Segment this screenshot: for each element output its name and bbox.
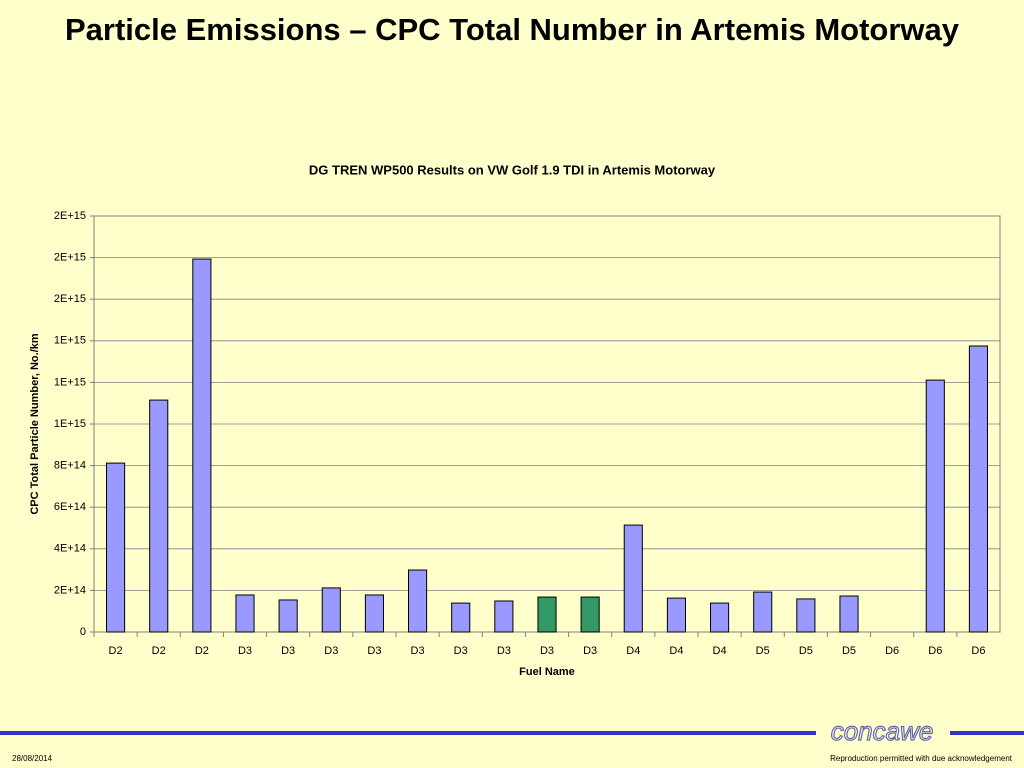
y-tick-label: 0 <box>80 626 86 638</box>
y-tick-label: 6E+14 <box>54 501 86 513</box>
x-tick-label: D5 <box>799 645 813 657</box>
bar <box>235 594 255 633</box>
y-tick-label: 1E+15 <box>54 335 86 347</box>
bar <box>537 596 557 633</box>
bar <box>106 462 126 633</box>
y-tick-label: 1E+15 <box>54 376 86 388</box>
bar <box>364 594 384 633</box>
bar <box>796 598 816 633</box>
bar <box>580 596 600 633</box>
bar <box>968 345 988 633</box>
y-tick-label: 1E+15 <box>54 418 86 430</box>
bar <box>278 599 298 633</box>
x-tick-label: D3 <box>367 645 381 657</box>
bar <box>192 258 212 633</box>
x-tick-label: D4 <box>626 645 640 657</box>
slide-title: Particle Emissions – CPC Total Number in… <box>64 12 960 47</box>
bar <box>666 597 686 633</box>
x-tick-label: D5 <box>842 645 856 657</box>
bar <box>149 399 169 633</box>
bar <box>753 591 773 633</box>
bar <box>839 595 859 633</box>
x-tick-label: D3 <box>454 645 468 657</box>
x-tick-label: D3 <box>540 645 554 657</box>
y-tick-label: 8E+14 <box>54 460 86 472</box>
y-tick-label: 2E+14 <box>54 584 86 596</box>
x-tick-label: D3 <box>281 645 295 657</box>
bar <box>408 569 428 633</box>
x-axis-label: Fuel Name <box>519 666 575 678</box>
chart-title: DG TREN WP500 Results on VW Golf 1.9 TDI… <box>309 162 716 177</box>
x-tick-label: D2 <box>109 645 123 657</box>
y-tick-label: 2E+15 <box>54 252 86 264</box>
footer-note: Reproduction permitted with due acknowle… <box>830 754 1013 763</box>
x-tick-label: D6 <box>885 645 899 657</box>
logo: concawe <box>831 716 934 746</box>
y-tick-label: 4E+14 <box>54 543 86 555</box>
x-tick-label: D2 <box>195 645 209 657</box>
x-tick-label: D4 <box>713 645 727 657</box>
x-tick-label: D3 <box>324 645 338 657</box>
y-axis-label: CPC Total Particle Number, No./km <box>29 333 41 515</box>
x-tick-label: D5 <box>756 645 770 657</box>
x-tick-label: D3 <box>411 645 425 657</box>
bar <box>710 602 730 633</box>
x-tick-label: D4 <box>669 645 683 657</box>
x-tick-label: D6 <box>971 645 985 657</box>
x-tick-label: D2 <box>152 645 166 657</box>
bar <box>321 587 341 633</box>
bar <box>451 602 471 633</box>
x-tick-label: D3 <box>583 645 597 657</box>
x-tick-label: D3 <box>497 645 511 657</box>
bar <box>494 600 514 633</box>
x-tick-label: D3 <box>238 645 252 657</box>
x-tick-label: D6 <box>928 645 942 657</box>
y-tick-label: 2E+15 <box>54 293 86 305</box>
y-tick-label: 2E+15 <box>54 210 86 222</box>
bar <box>925 379 945 633</box>
date: 28/08/2014 <box>12 754 53 763</box>
bar <box>623 524 643 633</box>
